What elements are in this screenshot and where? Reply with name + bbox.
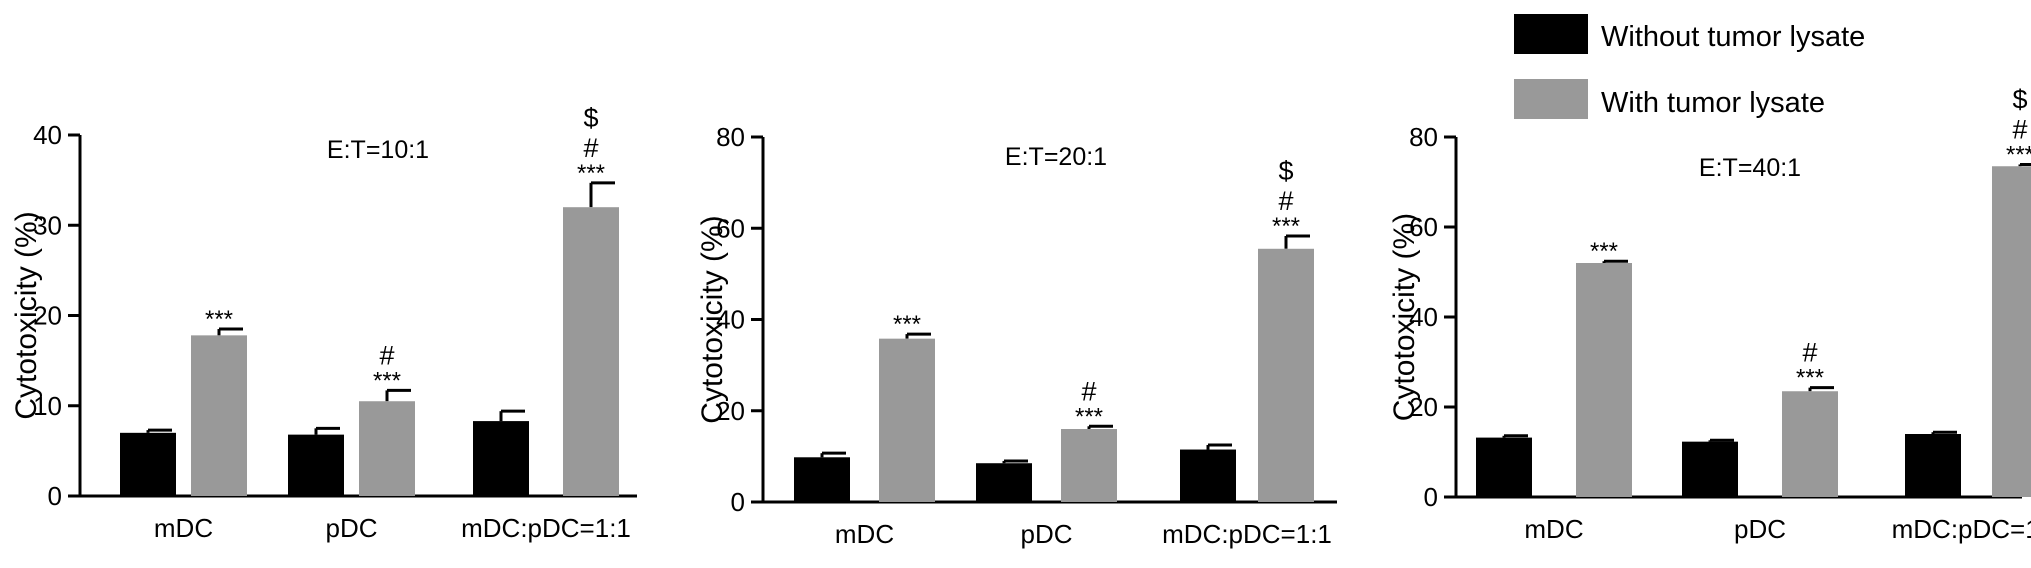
- category-label: mDC:pDC=1:1: [461, 513, 631, 543]
- y-tick-label: 20: [716, 396, 745, 426]
- significance-marker: ***: [373, 367, 401, 394]
- significance-marker: #: [2012, 114, 2027, 144]
- significance-marker: #: [1278, 186, 1293, 216]
- significance-marker: ***: [893, 311, 921, 338]
- bar-with-lysate: [563, 207, 619, 496]
- bar-without-lysate: [1180, 449, 1236, 502]
- y-tick-label: 60: [1409, 212, 1438, 242]
- category-label: pDC: [1734, 514, 1786, 544]
- bar-with-lysate: [191, 335, 247, 496]
- y-tick-label: 40: [1409, 302, 1438, 332]
- y-tick-label: 0: [1424, 482, 1438, 512]
- significance-marker: #: [1081, 376, 1096, 406]
- bar-without-lysate: [1476, 437, 1532, 497]
- category-label: pDC: [325, 513, 377, 543]
- bar-with-lysate: [1576, 263, 1632, 497]
- legend: Without tumor lysate With tumor lysate: [1514, 14, 1865, 119]
- bar-without-lysate: [1905, 434, 1961, 497]
- bar-without-lysate: [794, 457, 850, 502]
- category-label: mDC: [835, 519, 894, 549]
- bar-without-lysate: [1682, 441, 1738, 497]
- significance-marker: #: [379, 340, 394, 370]
- chart-panel-2: 0 20 40 60 80 Cytotoxicity (%) E:T=20:1 mDC pDC m…: [696, 122, 1337, 549]
- y-tick-label: 40: [33, 120, 62, 150]
- bar-with-lysate: [1258, 248, 1314, 502]
- legend-label-with-lysate: With tumor lysate: [1601, 87, 1825, 119]
- category-label: mDC: [1524, 514, 1583, 544]
- chart-panel-3: 0 20 40 60 80 Cytotoxicity (%) E:T=40:1 mDC pDC m…: [1388, 84, 2031, 544]
- bar-with-lysate: [1061, 429, 1117, 502]
- bar-with-lysate: [1992, 166, 2031, 497]
- y-axis-title: Cytotoxicity (%): [696, 215, 729, 423]
- significance-marker: ***: [1796, 365, 1824, 392]
- panel-title: E:T=10:1: [327, 136, 429, 164]
- significance-marker: ***: [2006, 141, 2031, 168]
- y-tick-label: 60: [716, 213, 745, 243]
- y-tick-label: 80: [1409, 122, 1438, 152]
- significance-marker: $: [583, 103, 598, 133]
- y-tick-label: 40: [716, 305, 745, 335]
- category-label: mDC:pDC=1:1: [1162, 519, 1332, 549]
- y-axis-title: Cytotoxicity (%): [10, 211, 43, 419]
- significance-marker: #: [1802, 338, 1817, 368]
- significance-marker: $: [2012, 84, 2027, 114]
- y-tick-label: 0: [48, 481, 62, 511]
- bar-with-lysate: [1782, 391, 1838, 497]
- significance-marker: #: [583, 133, 598, 163]
- significance-marker: $: [1278, 156, 1293, 186]
- legend-swatch-with-lysate: [1514, 79, 1588, 119]
- bar-without-lysate: [120, 432, 176, 496]
- bar-with-lysate: [359, 401, 415, 496]
- category-label: mDC: [154, 513, 213, 543]
- chart-panel-1: 0 10 20 30 40 Cytotoxicity (%) E:T=10:1 mDC pDC m…: [10, 103, 637, 543]
- significance-marker: ***: [1075, 403, 1103, 430]
- y-tick-label: 80: [716, 122, 745, 152]
- bar-without-lysate: [288, 434, 344, 496]
- y-tick-label: 10: [33, 391, 62, 421]
- significance-marker: ***: [1590, 238, 1618, 265]
- y-tick-label: 20: [1409, 392, 1438, 422]
- y-tick-label: 0: [731, 487, 745, 517]
- bar-without-lysate: [976, 463, 1032, 502]
- bar-with-lysate: [879, 338, 935, 502]
- legend-label-without-lysate: Without tumor lysate: [1601, 21, 1865, 53]
- bar-without-lysate: [473, 421, 529, 496]
- y-axis-title: Cytotoxicity (%): [1388, 213, 1421, 421]
- significance-marker: ***: [1272, 213, 1300, 240]
- panel-title: E:T=20:1: [1005, 143, 1107, 171]
- panel-title: E:T=40:1: [1699, 154, 1801, 182]
- significance-marker: ***: [205, 306, 233, 333]
- category-label: pDC: [1020, 519, 1072, 549]
- y-tick-label: 30: [33, 210, 62, 240]
- y-tick-label: 20: [33, 301, 62, 331]
- legend-swatch-without-lysate: [1514, 14, 1588, 54]
- category-label: mDC:pDC=1:1: [1892, 514, 2031, 544]
- significance-marker: ***: [577, 160, 605, 187]
